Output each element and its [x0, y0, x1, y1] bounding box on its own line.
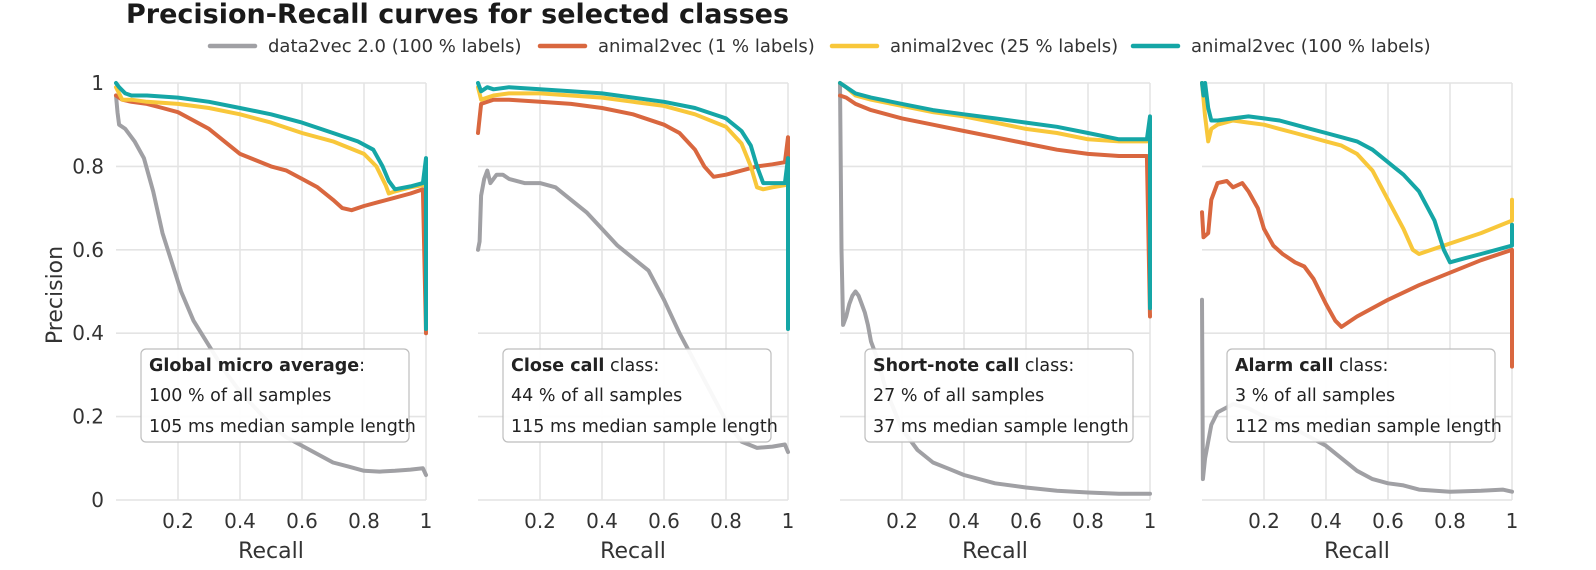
x-tick-label: 0.8 [1434, 509, 1466, 533]
series-line-a25 [476, 85, 790, 192]
y-tick-label: 0.4 [72, 321, 104, 345]
x-tick-label: 0.6 [1372, 509, 1404, 533]
series-line-a25 [1200, 81, 1514, 256]
annotation-class-name: Global micro average [149, 356, 359, 376]
y-tick-label: 0 [91, 488, 104, 512]
series-line-a1 [1200, 179, 1514, 369]
annotation-suffix: class: [1019, 356, 1074, 376]
annotation-title: Alarm call class: [1235, 356, 1388, 376]
panel-2: 0.2 0.4 0.6 0.8 1 Recall Close call class: 44 %… [476, 81, 795, 564]
chart-title: Precision-Recall curves for selected cla… [126, 0, 789, 30]
x-tick-label: 1 [782, 509, 795, 533]
legend-entry-d2v: data2vec 2.0 (100 % labels) [207, 36, 522, 57]
panels: 0.2 0.4 0.6 0.8 1 0 0.2 0.4 0.6 0.8 1 Recall Global … [72, 71, 1518, 564]
x-tick-label: 0.2 [162, 509, 194, 533]
legend-label-d2v: data2vec 2.0 (100 % labels) [268, 36, 522, 57]
annotation-sample-share: 44 % of all samples [511, 386, 682, 406]
annotation-suffix: : [359, 356, 365, 376]
annotation-class-name: Close call [511, 356, 604, 376]
annotation-sample-share: 27 % of all samples [873, 386, 1044, 406]
x-axis-label: Recall [600, 539, 666, 564]
x-tick-label: 0.6 [286, 509, 318, 533]
annotation-class-name: Alarm call [1235, 356, 1334, 376]
annotation-title: Global micro average: [149, 356, 365, 376]
x-tick-label: 0.8 [1072, 509, 1104, 533]
annotation-box: Close call class: 44 % of all samples 115 … [502, 348, 778, 443]
series-line-a1 [476, 97, 790, 179]
annotation-box: Global micro average: 100 % of all sample… [140, 348, 416, 443]
x-tick-label: 0.2 [524, 509, 556, 533]
annotation-sample-share: 100 % of all samples [149, 386, 331, 406]
series-line-a100 [1200, 81, 1514, 265]
legend-label-a100: animal2vec (100 % labels) [1191, 36, 1431, 57]
annotation-frame [140, 348, 410, 443]
x-tick-label: 0.6 [1010, 509, 1042, 533]
series-line-a100 [114, 81, 428, 331]
annotation-box: Alarm call class: 3 % of all samples 112 m… [1226, 348, 1502, 443]
annotation-suffix: class: [604, 356, 659, 376]
annotation-sample-length: 115 ms median sample length [511, 417, 778, 437]
legend: data2vec 2.0 (100 % labels) animal2vec (1… [207, 36, 1431, 57]
x-tick-label: 0.4 [948, 509, 980, 533]
panel-1: 0.2 0.4 0.6 0.8 1 0 0.2 0.4 0.6 0.8 1 Recall Global … [72, 71, 432, 564]
annotation-sample-length: 105 ms median sample length [149, 417, 416, 437]
x-tick-label: 0.2 [886, 509, 918, 533]
x-tick-label: 1 [1506, 509, 1519, 533]
annotation-frame [502, 348, 772, 443]
x-tick-label: 0.8 [710, 509, 742, 533]
x-tick-label: 0.6 [648, 509, 680, 533]
annotation-frame [1226, 348, 1496, 443]
legend-entry-a25: animal2vec (25 % labels) [829, 36, 1118, 57]
series-line-a1 [838, 93, 1152, 319]
legend-label-a1: animal2vec (1 % labels) [598, 36, 815, 57]
annotation-sample-length: 37 ms median sample length [873, 417, 1129, 437]
annotation-frame [864, 348, 1134, 443]
x-axis-label: Recall [962, 539, 1028, 564]
y-tick-label: 0.8 [72, 154, 104, 178]
x-tick-label: 0.4 [586, 509, 618, 533]
y-tick-label: 0.2 [72, 405, 104, 429]
annotation-sample-share: 3 % of all samples [1235, 386, 1395, 406]
y-axis-label: Precision [43, 246, 68, 344]
x-tick-label: 0.4 [224, 509, 256, 533]
y-tick-label: 1 [91, 71, 104, 95]
annotation-title: Short-note call class: [873, 356, 1074, 376]
legend-entry-a100: animal2vec (100 % labels) [1130, 36, 1431, 57]
x-tick-label: 1 [420, 509, 433, 533]
panel-4: 0.2 0.4 0.6 0.8 1 Recall Alarm call class: 3 % … [1200, 81, 1519, 564]
annotation-sample-length: 112 ms median sample length [1235, 417, 1502, 437]
series-line-a1 [114, 93, 428, 336]
x-tick-label: 0.4 [1310, 509, 1342, 533]
panel-3: 0.2 0.4 0.6 0.8 1 Recall Short-note call class… [838, 81, 1157, 564]
annotation-suffix: class: [1334, 356, 1389, 376]
legend-entry-a1: animal2vec (1 % labels) [537, 36, 815, 57]
annotation-box: Short-note call class: 27 % of all sample… [864, 348, 1134, 443]
x-axis-label: Recall [238, 539, 304, 564]
series-line-a25 [838, 81, 1152, 144]
x-axis-label: Recall [1324, 539, 1390, 564]
series-line-a100 [838, 81, 1152, 311]
annotation-class-name: Short-note call [873, 356, 1019, 376]
series-line-a100 [476, 81, 790, 331]
y-tick-label: 0.6 [72, 238, 104, 262]
annotation-title: Close call class: [511, 356, 659, 376]
x-tick-label: 0.8 [348, 509, 380, 533]
x-tick-label: 1 [1144, 509, 1157, 533]
series-line-a25 [114, 85, 428, 196]
legend-label-a25: animal2vec (25 % labels) [890, 36, 1118, 57]
x-tick-label: 0.2 [1248, 509, 1280, 533]
